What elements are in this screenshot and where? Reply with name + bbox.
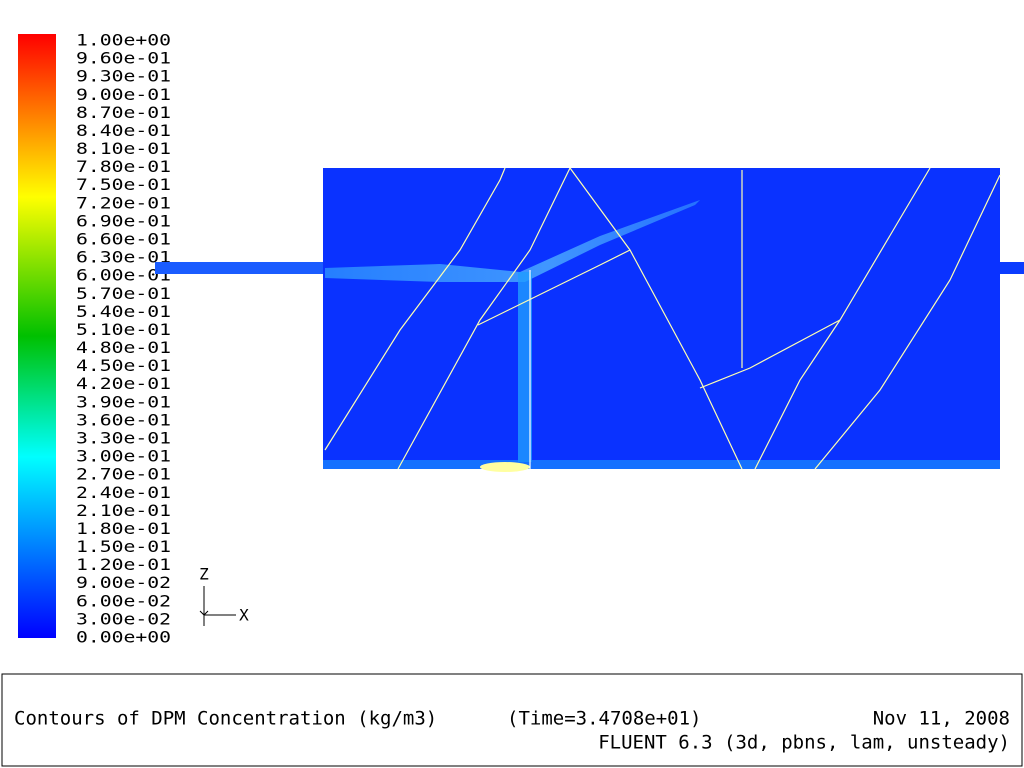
colorbar-label: 7.20e-01 — [76, 193, 171, 212]
caption-title: Contours of DPM Concentration (kg/m3) — [14, 708, 437, 730]
colorbar-label: 3.30e-01 — [76, 429, 171, 448]
colorbar-label: 8.10e-01 — [76, 139, 171, 158]
colorbar-label: 5.10e-01 — [76, 320, 171, 339]
colorbar-label: 8.40e-01 — [76, 121, 171, 140]
colorbar-label: 2.10e-01 — [76, 501, 171, 520]
colorbar-label: 7.50e-01 — [76, 175, 171, 194]
colorbar-label: 5.40e-01 — [76, 302, 171, 321]
colorbar-label: 1.50e-01 — [76, 537, 171, 556]
colorbar-label: 9.60e-01 — [76, 49, 171, 68]
colorbar-label: 6.90e-01 — [76, 211, 171, 230]
colorbar-label: 1.00e+00 — [76, 31, 171, 50]
colorbar-label: 4.80e-01 — [76, 338, 171, 357]
colorbar-label: 3.90e-01 — [76, 392, 171, 411]
colorbar-label: 3.00e-01 — [76, 447, 171, 466]
hot-spot — [480, 462, 530, 472]
axis-triad — [199, 586, 236, 626]
colorbar-label: 2.40e-01 — [76, 483, 171, 502]
colorbar-label: 8.70e-01 — [76, 103, 171, 122]
colorbar-label: 4.20e-01 — [76, 374, 171, 393]
contour-lines — [324, 167, 1001, 470]
contour-plot — [155, 167, 1024, 472]
inlet-pipe — [155, 262, 325, 274]
colorbar-label: 0.00e+00 — [76, 628, 171, 647]
caption-solver: FLUENT 6.3 (3d, pbns, lam, unsteady) — [598, 732, 1010, 754]
caption-date: Nov 11, 2008 — [873, 708, 1010, 730]
colorbar-label: 9.30e-01 — [76, 67, 171, 86]
z-axis-label: Z — [199, 565, 209, 584]
colorbar-label: 1.20e-01 — [76, 555, 171, 574]
colorbar-label: 9.00e-02 — [76, 573, 171, 592]
colorbar-label: 6.60e-01 — [76, 230, 171, 249]
colorbar-label: 1.80e-01 — [76, 519, 171, 538]
colorbar-label: 6.00e-02 — [76, 591, 171, 610]
x-axis-label: X — [239, 606, 249, 625]
colorbar — [18, 34, 56, 638]
domain — [323, 168, 1000, 469]
colorbar-label: 6.30e-01 — [76, 248, 171, 267]
caption-box — [1, 673, 1023, 767]
outlet-pipe — [998, 262, 1024, 274]
colorbar-label: 3.00e-02 — [76, 609, 171, 628]
colorbar-label: 4.50e-01 — [76, 356, 171, 375]
colorbar-label: 3.60e-01 — [76, 410, 171, 429]
colorbar-label: 6.00e-01 — [76, 266, 171, 285]
colorbar-label: 9.00e-01 — [76, 85, 171, 104]
colorbar-label: 7.80e-01 — [76, 157, 171, 176]
colorbar-label: 5.70e-01 — [76, 284, 171, 303]
floor-deposit — [323, 460, 1000, 469]
particle-streak — [325, 200, 700, 282]
colorbar-label: 2.70e-01 — [76, 465, 171, 484]
caption-time: (Time=3.4708e+01) — [507, 708, 701, 730]
baffle-plume — [518, 272, 532, 462]
